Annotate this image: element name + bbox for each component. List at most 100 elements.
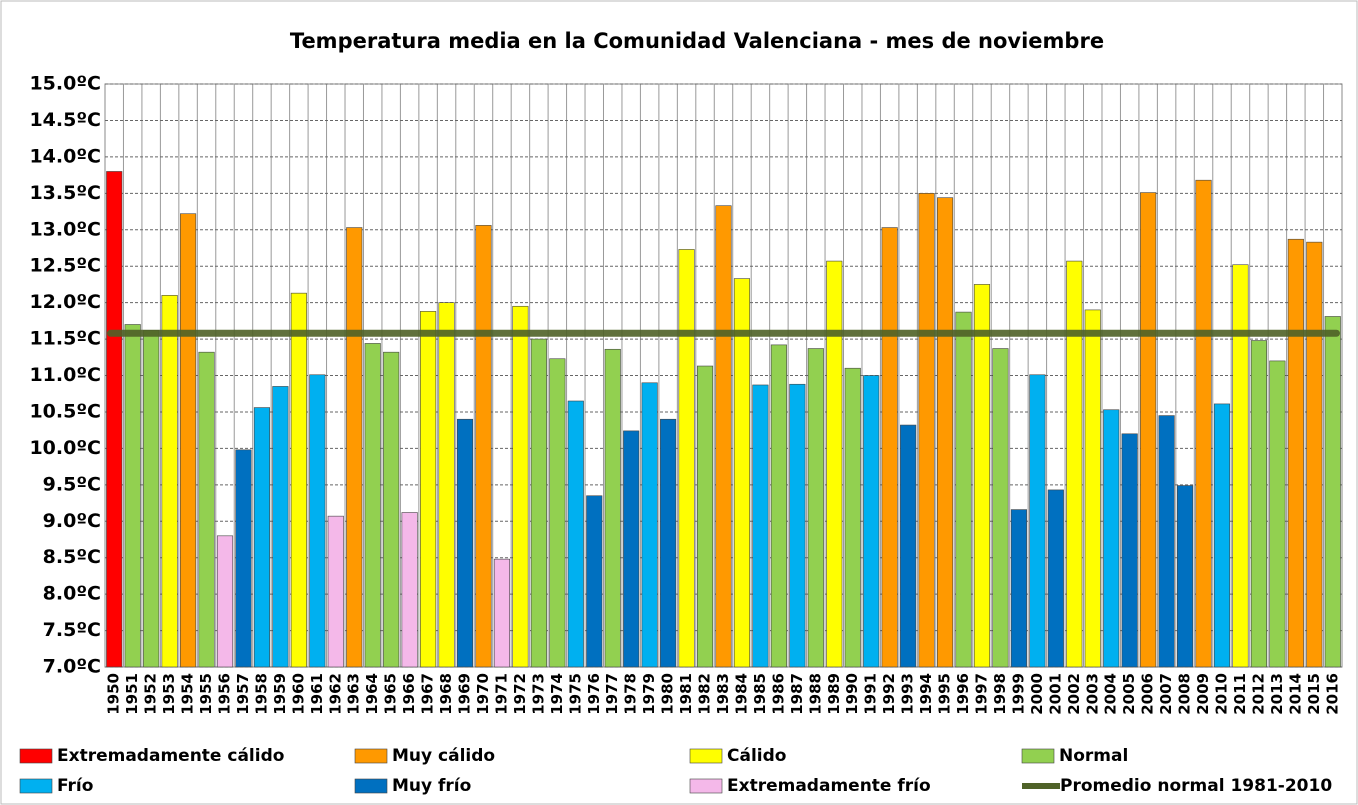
y-tick-label: 12.5ºC [29,255,101,277]
bar [364,343,381,668]
x-tick-label: 1958 [252,673,270,715]
y-tick-label: 9.5ºC [43,473,101,495]
x-tick-label: 1975 [566,673,584,715]
bar [253,407,270,668]
x-tick-label: 1995 [936,673,954,715]
x-tick-label: 1990 [843,673,861,715]
bar [1269,360,1286,668]
bar [327,515,344,668]
y-tick-label: 9.0ºC [43,510,101,532]
x-tick-label: 1981 [677,673,695,715]
legend-label: Muy frío [392,776,471,796]
bar [438,302,455,668]
chart-title: Temperatura media en la Comunidad Valenc… [290,29,1104,53]
x-tick-label: 2014 [1286,673,1304,715]
x-tick-label: 1978 [622,673,640,715]
x-tick-label: 2010 [1212,673,1230,715]
bar [1029,374,1046,668]
legend-label: Extremadamente cálido [57,746,284,766]
bar [383,351,400,668]
bar [1250,340,1267,668]
bar [1195,179,1212,668]
x-tick-label: 2016 [1323,673,1341,715]
x-tick-label: 1999 [1009,673,1027,715]
bar [918,193,935,668]
y-tick-label: 13.0ºC [29,218,101,240]
x-tick-label: 2009 [1194,673,1212,715]
bar [973,284,991,668]
bar [1066,260,1083,668]
x-tick-label: 1968 [437,673,455,715]
bar [124,324,141,668]
x-tick-label: 1951 [123,673,141,715]
legend-swatch [689,778,723,794]
x-tick-label: 1950 [105,673,123,715]
x-tick-label: 1969 [456,673,474,715]
x-tick-label: 1980 [659,673,677,715]
x-tick-label: 2011 [1231,673,1249,715]
x-tick-label: 1979 [640,673,658,715]
bar [1158,415,1175,668]
bar [844,367,861,668]
x-tick-label: 1986 [769,673,787,715]
legend-label: Promedio normal 1981-2010 [1060,776,1332,796]
bar [936,197,954,668]
bar [530,338,547,668]
bar [106,171,123,668]
x-tick-label: 2000 [1028,673,1046,715]
legend-swatch [354,778,388,794]
x-tick-label: 1998 [991,673,1009,715]
y-tick-label: 7.0ºC [43,656,101,678]
bar [1306,241,1323,668]
x-tick-label: 2001 [1046,673,1064,715]
x-tick-label: 1956 [216,673,234,715]
x-tick-label: 2012 [1249,673,1267,715]
bar [1084,309,1101,668]
bar [863,375,880,668]
x-tick-label: 1962 [326,673,344,715]
bar [456,418,474,668]
x-tick-label: 1965 [382,673,400,715]
y-tick-label: 10.5ºC [29,400,101,422]
bar [623,430,640,668]
y-tick-label: 15.0ºC [29,73,101,95]
bar [641,382,658,668]
y-tick-label: 11.0ºC [29,364,101,386]
x-tick-label: 1992 [880,673,898,715]
x-tick-label: 2015 [1305,673,1323,715]
x-tick-label: 1971 [492,673,510,715]
y-tick-label: 14.5ºC [29,109,101,131]
y-tick-label: 10.0ºC [29,437,101,459]
bar [143,330,160,668]
x-tick-label: 1996 [954,673,972,715]
bar [678,249,695,668]
x-tick-label: 2003 [1083,673,1101,715]
bar [216,535,234,668]
bar [1010,509,1027,668]
bar [512,305,529,668]
x-tick-label: 1960 [289,673,307,715]
bar [955,311,972,668]
bar [733,278,751,668]
x-tick-label: 2005 [1120,673,1138,715]
legend-swatch [19,778,53,794]
x-tick-label: 2002 [1065,673,1083,715]
bar [198,351,215,668]
y-tick-label: 13.5ºC [29,182,101,204]
x-tick-label: 1952 [142,673,160,715]
y-tick-label: 14.0ºC [29,145,101,167]
x-tick-label: 1993 [899,673,917,715]
y-tick-label: 12.0ºC [29,291,101,313]
x-tick-label: 1994 [917,673,935,715]
legend-label: Cálido [727,746,786,766]
x-tick-label: 1976 [585,673,603,715]
x-tick-label: 1959 [271,673,289,715]
x-tick-label: 1973 [529,673,547,715]
bar [1121,433,1138,668]
x-tick-label: 1988 [806,673,824,715]
y-tick-label: 11.5ºC [29,328,101,350]
bar [1047,489,1064,668]
y-tick-label: 8.0ºC [43,583,101,605]
legend-label: Extremadamente frío [727,776,931,796]
